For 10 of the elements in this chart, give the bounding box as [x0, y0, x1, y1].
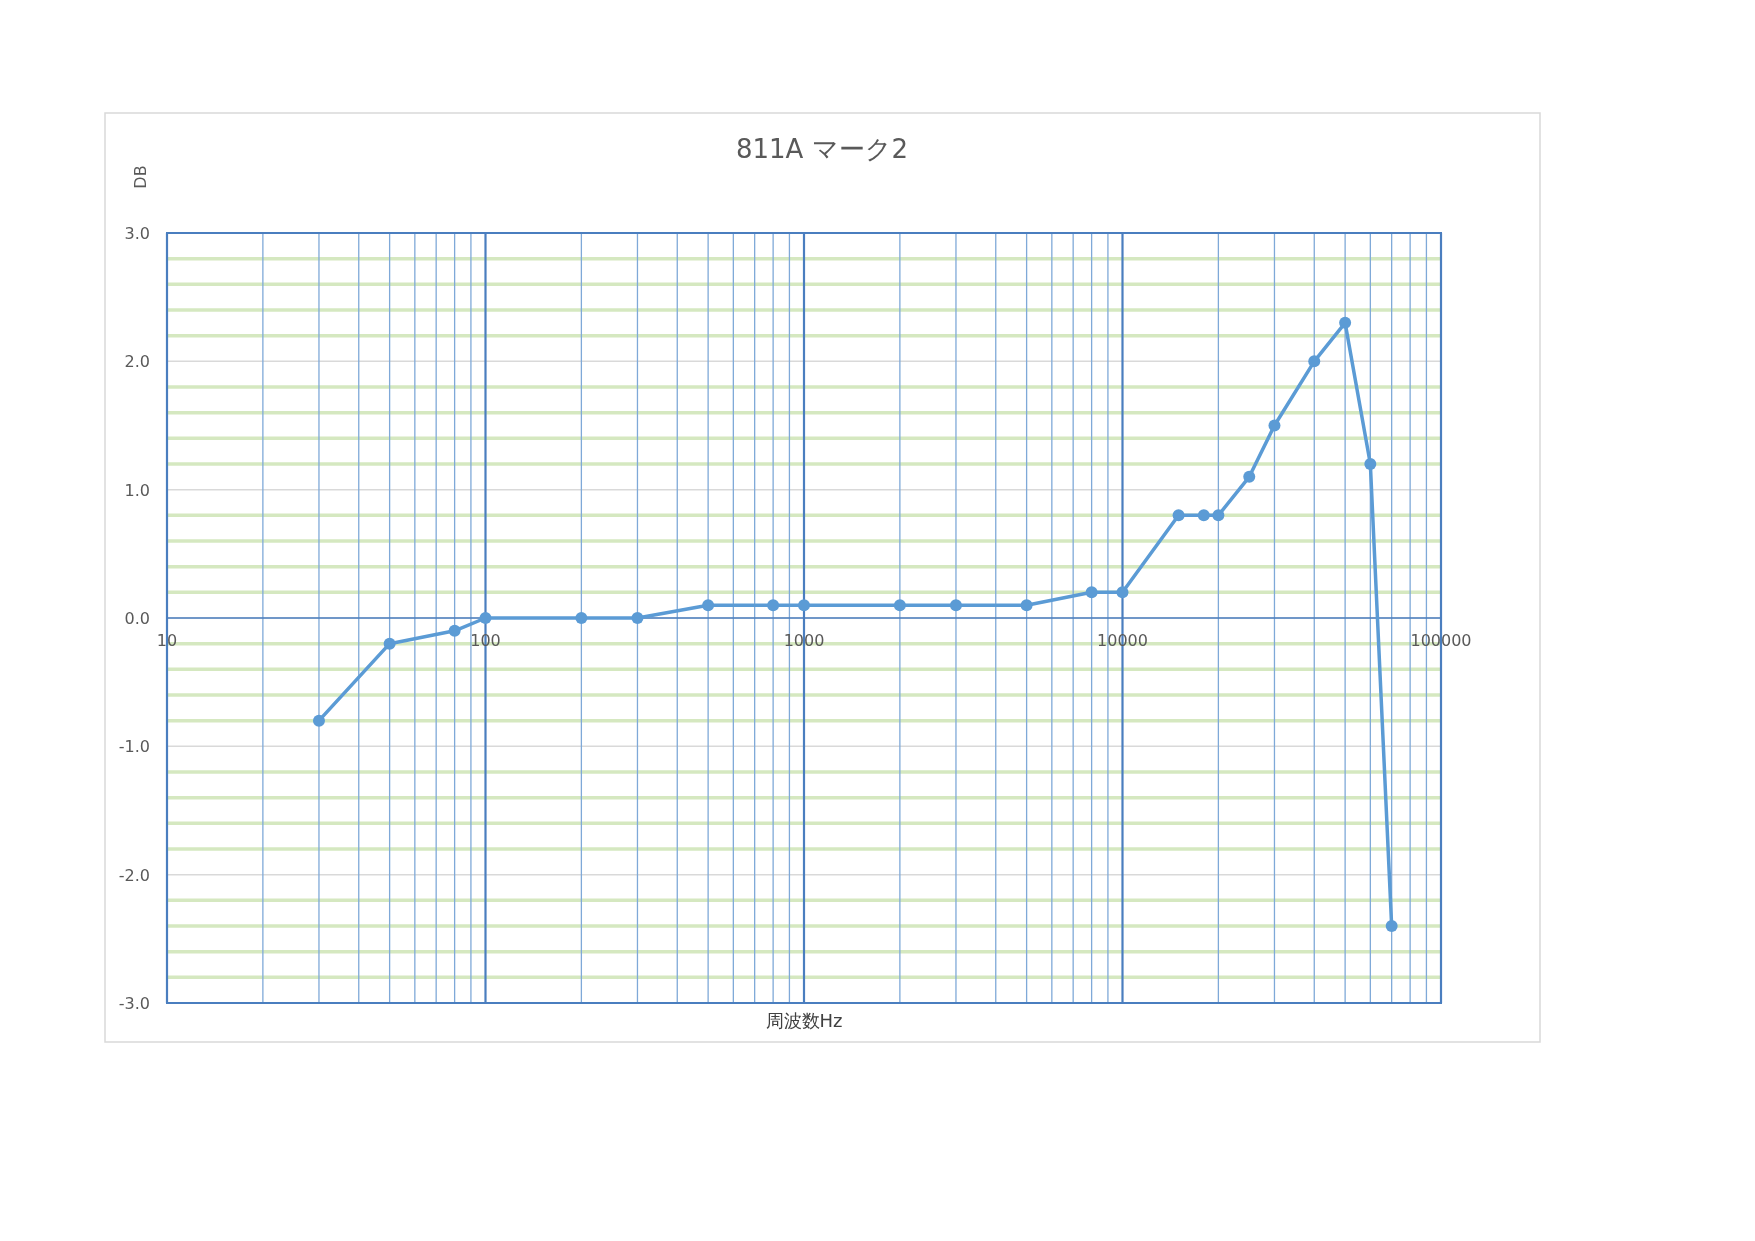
y-axis-title: DB: [131, 165, 150, 189]
y-tick-label: 2.0: [124, 352, 150, 372]
y-tick-label: 1.0: [124, 480, 150, 500]
y-tick-label: 3.0: [124, 224, 150, 243]
chart-title: 811A マーク2: [735, 134, 909, 164]
y-tick-label: 0.0: [124, 609, 150, 628]
x-axis-title: 周波数Hz: [765, 1010, 843, 1031]
y-tick-label: -3.0: [118, 994, 150, 1013]
y-tick-label: -2.0: [118, 865, 150, 885]
y-tick-label: -1.0: [118, 737, 150, 757]
